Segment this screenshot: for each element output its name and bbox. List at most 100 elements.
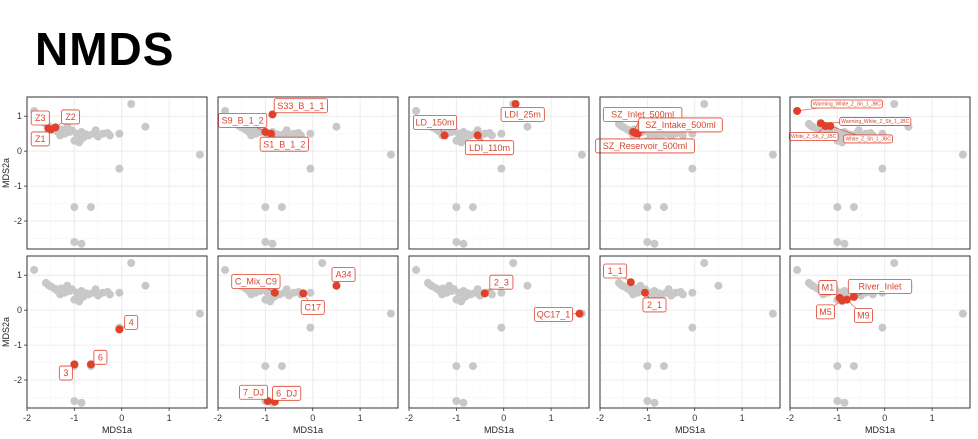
background-point xyxy=(700,258,709,267)
panel-border xyxy=(599,96,781,250)
x-tick-label: -1 xyxy=(643,413,651,423)
point-label-box xyxy=(642,297,667,313)
point-label: S33_B_1_1 xyxy=(277,101,324,111)
point-label: SZ_Intake_500ml xyxy=(645,120,716,130)
background-point xyxy=(261,203,270,212)
y-tick-label: -1 xyxy=(14,181,22,191)
background-point xyxy=(890,258,899,267)
background-point xyxy=(195,150,204,159)
background-point xyxy=(306,129,315,138)
x-tick-label: -2 xyxy=(23,413,31,423)
background-point xyxy=(127,99,136,108)
background-point xyxy=(447,286,456,295)
highlight-point xyxy=(115,325,124,334)
background-point xyxy=(878,323,887,332)
x-tick-label: 1 xyxy=(358,413,363,423)
point-label-box xyxy=(30,131,50,147)
point-label-box xyxy=(603,263,628,279)
highlight-point xyxy=(46,125,55,134)
y-tick-label: -2 xyxy=(14,216,22,226)
background-point xyxy=(497,129,506,138)
highlight-point xyxy=(70,360,79,369)
point-label: A34 xyxy=(336,270,352,280)
background-point xyxy=(277,362,286,371)
point-label-box xyxy=(58,365,73,381)
background-point xyxy=(77,239,86,248)
x-tick-label: -1 xyxy=(833,413,841,423)
panel-background xyxy=(27,97,207,249)
point-label-box xyxy=(300,299,325,315)
background-point xyxy=(306,288,315,297)
point-label: Warming_White_Z_Sh_1_JBC xyxy=(813,102,881,108)
background-point xyxy=(577,150,586,159)
x-axis-label: MDS1a xyxy=(293,425,323,435)
x-tick-label: -2 xyxy=(405,413,413,423)
background-point xyxy=(509,258,518,267)
point-label: LDI_25m xyxy=(504,110,541,120)
highlight-point xyxy=(842,295,851,304)
highlight-point xyxy=(626,278,635,287)
highlight-point xyxy=(473,131,482,140)
background-point xyxy=(221,265,230,274)
x-tick-label: 0 xyxy=(119,413,124,423)
highlight-point xyxy=(793,106,802,115)
background-point xyxy=(468,362,477,371)
point-label: White_Z_Sh_2_JBC xyxy=(791,134,837,140)
background-point xyxy=(688,323,697,332)
point-label-box xyxy=(331,267,356,282)
background-point xyxy=(523,281,532,290)
background-point xyxy=(141,281,150,290)
background-point xyxy=(70,203,79,212)
background-point xyxy=(91,285,100,294)
background-point xyxy=(77,398,86,407)
x-tick-label: 0 xyxy=(501,413,506,423)
highlight-point xyxy=(86,360,95,369)
background-point xyxy=(318,258,327,267)
y-tick-label: 0 xyxy=(17,305,22,315)
background-point xyxy=(332,122,341,131)
background-point xyxy=(282,126,291,135)
panel-border xyxy=(217,96,399,250)
background-point xyxy=(643,362,652,371)
point-label-box xyxy=(638,117,723,133)
panel-border xyxy=(408,96,590,250)
point-label-box xyxy=(788,132,839,141)
background-point xyxy=(386,150,395,159)
background-point xyxy=(77,293,86,302)
background-point xyxy=(958,309,967,318)
point-label-box xyxy=(61,109,81,125)
background-point xyxy=(523,122,532,131)
point-label: 6 xyxy=(98,352,103,362)
point-label: S1_B_1_2 xyxy=(263,139,305,149)
highlight-point xyxy=(511,99,520,108)
background-point xyxy=(664,285,673,294)
y-tick-label: 0 xyxy=(17,146,22,156)
background-point xyxy=(833,397,842,406)
background-point xyxy=(676,287,685,296)
background-point xyxy=(412,265,421,274)
background-point xyxy=(306,323,315,332)
x-tick-label: -1 xyxy=(70,413,78,423)
background-point xyxy=(793,265,802,274)
point-label-box xyxy=(816,304,835,320)
background-point xyxy=(629,290,638,299)
x-tick-label: 0 xyxy=(882,413,887,423)
background-point xyxy=(247,131,256,140)
background-point xyxy=(77,134,86,143)
background-point xyxy=(459,134,468,143)
point-label-box xyxy=(533,306,573,322)
background-point xyxy=(849,203,858,212)
background-point xyxy=(103,128,112,137)
point-label: River_Inlet xyxy=(858,282,902,292)
background-point xyxy=(452,362,461,371)
point-label: Z1 xyxy=(35,134,46,144)
background-point xyxy=(115,129,124,138)
y-tick-label: 1 xyxy=(17,270,22,280)
background-point xyxy=(497,323,506,332)
background-point xyxy=(878,164,887,173)
y-axis-label: MDS2a xyxy=(1,158,11,188)
x-tick-label: -1 xyxy=(261,413,269,423)
page-title: NMDS xyxy=(35,23,175,75)
background-point xyxy=(452,203,461,212)
point-label: White_Z_Sh_1_JBC xyxy=(846,137,892,143)
